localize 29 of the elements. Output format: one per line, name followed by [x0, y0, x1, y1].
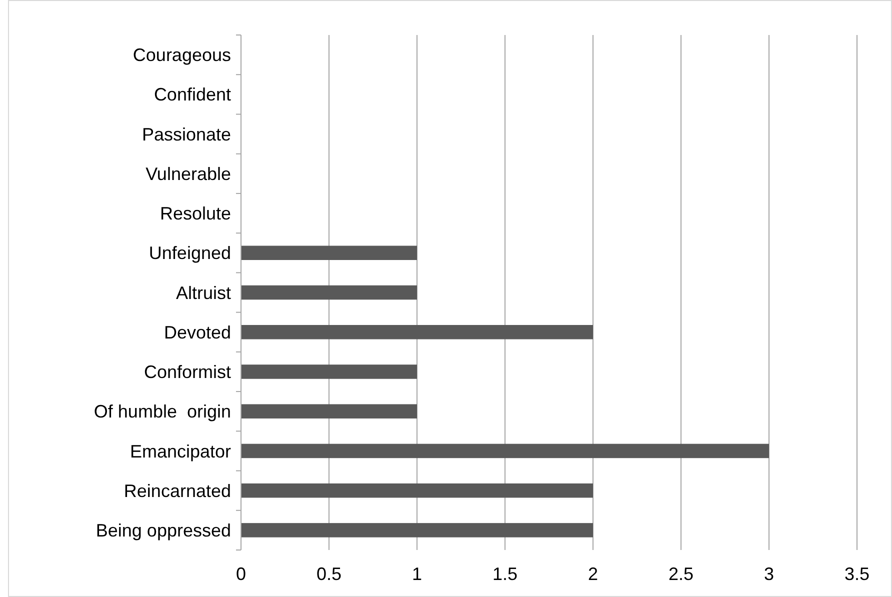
- bar: [241, 483, 593, 498]
- y-tick-label: Confident: [154, 84, 231, 105]
- bar: [241, 246, 417, 260]
- bar: [241, 285, 417, 300]
- y-tick-label: Resolute: [160, 204, 231, 224]
- x-tick-label: 1.5: [492, 564, 518, 584]
- y-tick-label: Reincarnated: [124, 480, 231, 501]
- x-tick-label: 3.5: [844, 564, 870, 584]
- x-tick-label: 2.5: [668, 564, 694, 584]
- y-tick-label: Courageous: [132, 45, 231, 66]
- y-tick-label: Unfeigned: [148, 243, 231, 264]
- x-tick-label: 1: [412, 564, 422, 584]
- bar: [241, 364, 417, 379]
- y-tick-label: Altruist: [176, 282, 231, 303]
- y-tick-label: Of humble origin: [94, 402, 231, 422]
- bar: [241, 324, 593, 340]
- y-tick-label: Conformist: [144, 362, 231, 382]
- x-tick-label: 2: [588, 564, 598, 584]
- y-tick-label: Passionate: [142, 124, 231, 144]
- x-tick-label: 0: [236, 564, 246, 584]
- bar: [241, 444, 769, 458]
- bar: [241, 523, 593, 538]
- x-tick-label: 0.5: [316, 564, 342, 584]
- x-tick-label: 3: [764, 564, 774, 584]
- y-tick-label: Being oppressed: [96, 520, 231, 540]
- y-tick-label: Emancipator: [130, 441, 231, 462]
- bar: [241, 404, 417, 418]
- y-tick-label: Devoted: [164, 322, 231, 342]
- y-tick-label: Vulnerable: [146, 164, 231, 184]
